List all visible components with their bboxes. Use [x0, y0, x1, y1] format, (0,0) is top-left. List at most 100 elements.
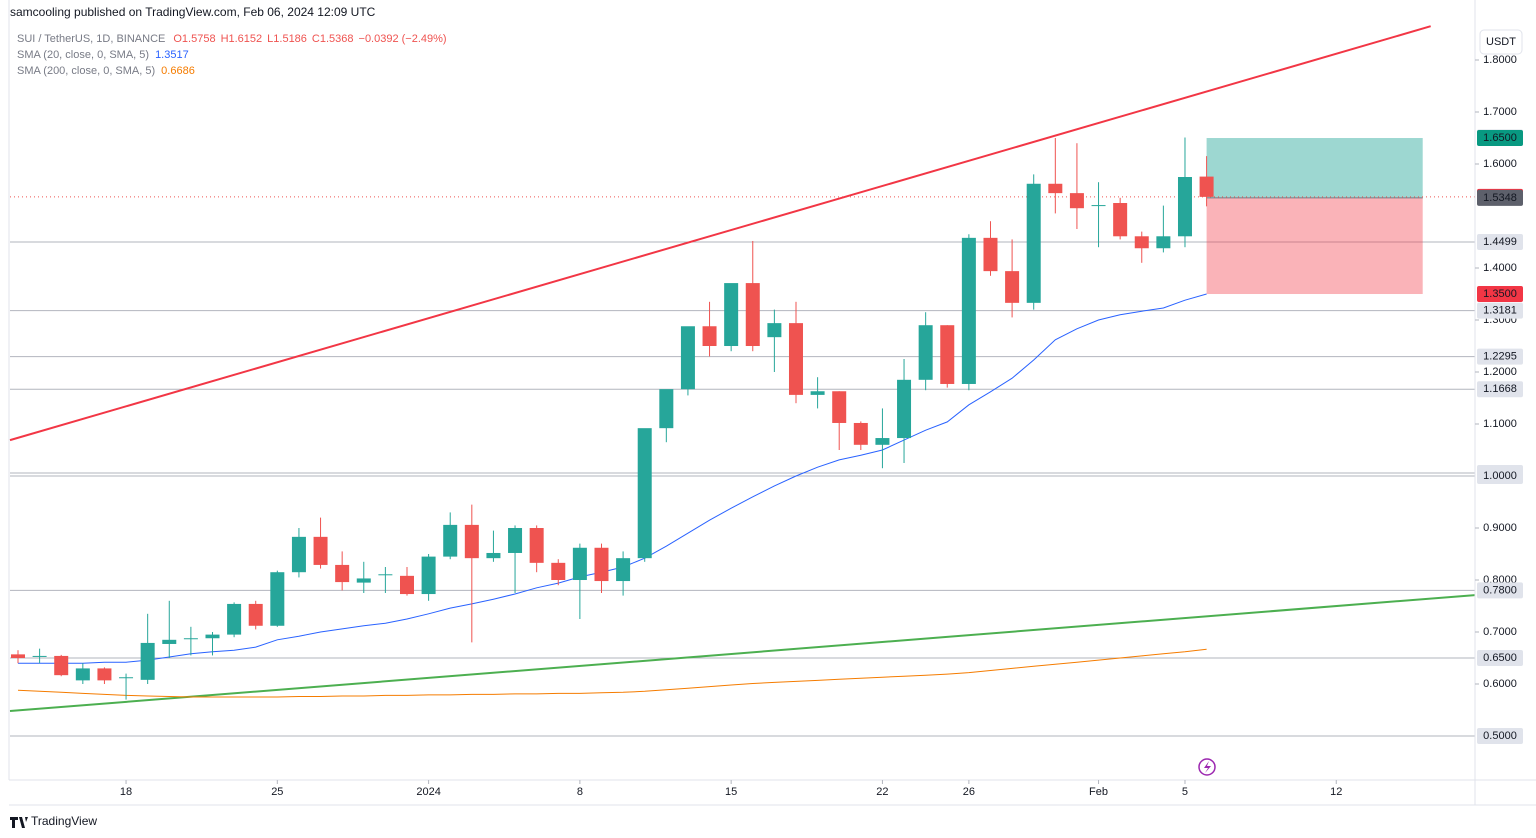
candle-body: [1091, 205, 1106, 207]
x-tick-label: 8: [577, 786, 583, 798]
x-tick-label: 5: [1182, 786, 1188, 798]
candle-body: [183, 638, 198, 640]
candle-body: [875, 438, 890, 445]
x-tick-label: 18: [120, 786, 132, 798]
price-tag-label: 1.2295: [1483, 351, 1517, 363]
price-tag: [1477, 348, 1523, 365]
candle-body: [162, 639, 177, 644]
candle-body: [1177, 177, 1192, 237]
candle-body: [745, 283, 760, 347]
price-tag-label: 1.5348: [1483, 192, 1517, 204]
candle-body: [270, 572, 285, 626]
price-tag-label: 1.0000: [1483, 470, 1517, 482]
ohlc-value: −0.0392 (−2.49%): [359, 33, 447, 45]
price-tag-label: 1.3181: [1483, 305, 1517, 317]
legend-value: 1.3517: [155, 49, 189, 61]
candle-body: [594, 547, 609, 582]
brand-name: TradingView: [31, 814, 97, 828]
price-tag: [1477, 130, 1523, 147]
price-tag: [1477, 468, 1523, 485]
sma-line: [17, 648, 1207, 698]
legend-line: SUI / TetherUS, 1D, BINANCE O1.5758 H1.615…: [17, 33, 447, 45]
candle-body: [10, 654, 25, 659]
price-tag: [1477, 302, 1523, 319]
candle-body: [832, 391, 847, 423]
candle-body: [508, 528, 523, 553]
y-tick-label: 1.4000: [1483, 262, 1517, 274]
y-tick-label: 0.7000: [1483, 626, 1517, 638]
ohlc-value: H1.6152: [221, 33, 263, 45]
price-tag-label: 1.4499: [1483, 236, 1517, 248]
ohlc-value: C1.5368: [312, 33, 354, 45]
y-tick-label: 1.8000: [1483, 54, 1517, 66]
currency-button[interactable]: [1479, 29, 1523, 55]
candle-body: [918, 325, 933, 380]
legend-line: SMA (200, close, 0, SMA, 5) 0.6686: [17, 65, 195, 77]
candle-body: [140, 642, 155, 680]
candle-body: [551, 562, 566, 581]
candle-body: [313, 536, 328, 565]
currency-label[interactable]: USDT: [1486, 36, 1516, 48]
x-tick-label: Feb: [1089, 786, 1108, 798]
candle-body: [97, 668, 112, 681]
candle-body: [1069, 193, 1084, 209]
candle-body: [486, 552, 501, 559]
candle-body: [1156, 236, 1171, 249]
trendline: [9, 594, 1476, 713]
target-zone: [1206, 138, 1423, 198]
price-tag-label: 0.6500: [1483, 652, 1517, 664]
candle-body: [335, 564, 350, 583]
y-tick-label: 0.9000: [1483, 522, 1517, 534]
candle-body: [940, 325, 955, 384]
event-icon-bolt: [1204, 761, 1211, 773]
candle-body: [1113, 203, 1128, 237]
candle-body: [1048, 183, 1063, 194]
stop-zone: [1206, 197, 1423, 295]
y-tick-label: 0.6000: [1483, 678, 1517, 690]
candle-body: [810, 391, 825, 395]
plot-area: [9, 25, 1476, 737]
candle-body: [1005, 271, 1020, 303]
ohlc-value: L1.5186: [267, 33, 307, 45]
price-tag-label: 0.7800: [1483, 584, 1517, 596]
candle-body: [227, 603, 242, 635]
candle-body: [680, 326, 695, 390]
price-tag-label: 1.6500: [1483, 132, 1517, 144]
candle-body: [724, 283, 739, 347]
price-tag: [1477, 381, 1523, 398]
candle-body: [961, 237, 976, 384]
candle-body: [75, 668, 90, 681]
y-tick-label: 1.1000: [1483, 418, 1517, 430]
legend-value: 0.6686: [161, 65, 195, 77]
legend-entry: SMA (20, close, 0, SMA, 5): [17, 49, 149, 61]
x-tick-label: 25: [271, 786, 283, 798]
candle-body: [1199, 176, 1214, 197]
x-tick-label: 15: [725, 786, 737, 798]
event-icon[interactable]: [1198, 758, 1216, 776]
candle-body: [788, 323, 803, 395]
price-tag: [1477, 582, 1523, 599]
price-tag: [1477, 189, 1523, 206]
candle-body: [529, 528, 544, 563]
y-tick-label: 1.7000: [1483, 106, 1517, 118]
price-tag-label: 1.3500: [1483, 288, 1517, 300]
price-tag: [1477, 650, 1523, 667]
candle-body: [464, 524, 479, 559]
candle-body: [659, 389, 674, 429]
published-note: samcooling published on TradingView.com,…: [10, 5, 376, 19]
candle-body: [291, 536, 306, 573]
candle-body: [767, 323, 782, 338]
legend-entry: SMA (200, close, 0, SMA, 5): [17, 65, 155, 77]
candle-body: [421, 556, 436, 595]
candle-body: [897, 379, 912, 439]
candle-body: [54, 655, 69, 676]
candle-body: [378, 574, 393, 576]
price-tag-label: 0.5000: [1483, 730, 1517, 742]
x-tick-label: 22: [876, 786, 888, 798]
price-tag-label: 1.1668: [1483, 383, 1517, 395]
candle-body: [443, 524, 458, 557]
candle-body: [983, 237, 998, 272]
candle-body: [205, 634, 220, 639]
candle-body: [32, 655, 47, 657]
candle-body: [248, 603, 263, 626]
